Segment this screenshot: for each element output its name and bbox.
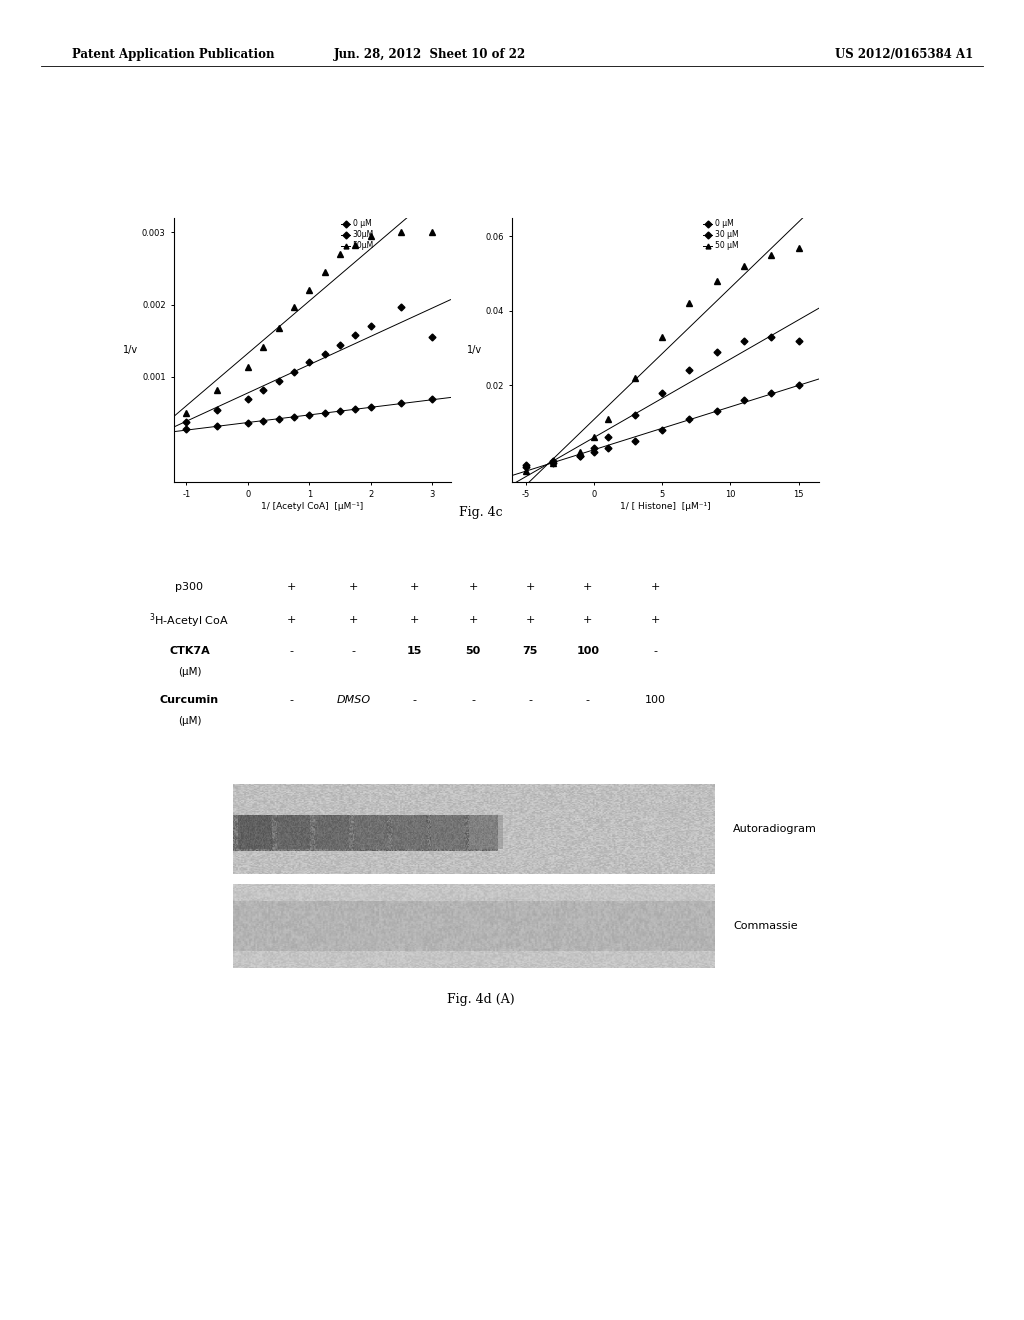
Text: +: + xyxy=(287,615,297,626)
Text: Commassie: Commassie xyxy=(733,921,798,931)
Bar xyxy=(392,814,426,849)
Bar xyxy=(315,814,349,849)
Text: +: + xyxy=(583,582,593,593)
X-axis label: 1/ [ Histone]  [μM⁻¹]: 1/ [ Histone] [μM⁻¹] xyxy=(621,502,711,511)
Text: Fig. 4c: Fig. 4c xyxy=(460,506,503,519)
Bar xyxy=(276,814,310,849)
Text: CTK7A: CTK7A xyxy=(169,645,210,656)
Text: +: + xyxy=(525,582,536,593)
Text: 100: 100 xyxy=(577,645,599,656)
Text: $^3$H-Acetyl CoA: $^3$H-Acetyl CoA xyxy=(150,611,229,630)
Text: +: + xyxy=(348,615,358,626)
Legend: 0 μM, 30μM, 50μM: 0 μM, 30μM, 50μM xyxy=(338,216,377,253)
Text: +: + xyxy=(410,582,420,593)
Text: DMSO: DMSO xyxy=(336,694,371,705)
Text: Patent Application Publication: Patent Application Publication xyxy=(72,48,274,61)
Text: 100: 100 xyxy=(645,694,666,705)
Bar xyxy=(431,814,465,849)
Text: -: - xyxy=(290,694,294,705)
Text: Jun. 28, 2012  Sheet 10 of 22: Jun. 28, 2012 Sheet 10 of 22 xyxy=(334,48,526,61)
Bar xyxy=(354,814,387,849)
Text: +: + xyxy=(348,582,358,593)
Text: -: - xyxy=(413,694,417,705)
Text: -: - xyxy=(528,694,532,705)
Text: +: + xyxy=(525,615,536,626)
Text: Autoradiogram: Autoradiogram xyxy=(733,824,817,834)
Text: +: + xyxy=(287,582,297,593)
Text: p300: p300 xyxy=(175,582,204,593)
Bar xyxy=(239,814,272,849)
Text: (μM): (μM) xyxy=(178,667,201,677)
Text: +: + xyxy=(650,615,660,626)
Text: +: + xyxy=(468,582,478,593)
X-axis label: 1/ [Acetyl CoA]  [μM⁻¹]: 1/ [Acetyl CoA] [μM⁻¹] xyxy=(261,502,364,511)
Text: US 2012/0165384 A1: US 2012/0165384 A1 xyxy=(835,48,973,61)
Text: +: + xyxy=(468,615,478,626)
Text: (μM): (μM) xyxy=(178,715,201,726)
Text: 75: 75 xyxy=(522,645,539,656)
Text: 50: 50 xyxy=(466,645,480,656)
Text: Fig. 4d (A): Fig. 4d (A) xyxy=(447,993,515,1006)
Text: -: - xyxy=(290,645,294,656)
Text: -: - xyxy=(471,694,475,705)
Y-axis label: 1/v: 1/v xyxy=(467,345,481,355)
Y-axis label: 1/v: 1/v xyxy=(123,345,138,355)
Bar xyxy=(469,814,503,849)
Text: -: - xyxy=(351,645,355,656)
Text: +: + xyxy=(650,582,660,593)
Legend: 0 μM, 30 μM, 50 μM: 0 μM, 30 μM, 50 μM xyxy=(700,216,741,253)
Text: +: + xyxy=(583,615,593,626)
Text: -: - xyxy=(586,694,590,705)
Text: +: + xyxy=(410,615,420,626)
Text: -: - xyxy=(653,645,657,656)
Text: Curcumin: Curcumin xyxy=(160,694,219,705)
Text: 15: 15 xyxy=(407,645,423,656)
